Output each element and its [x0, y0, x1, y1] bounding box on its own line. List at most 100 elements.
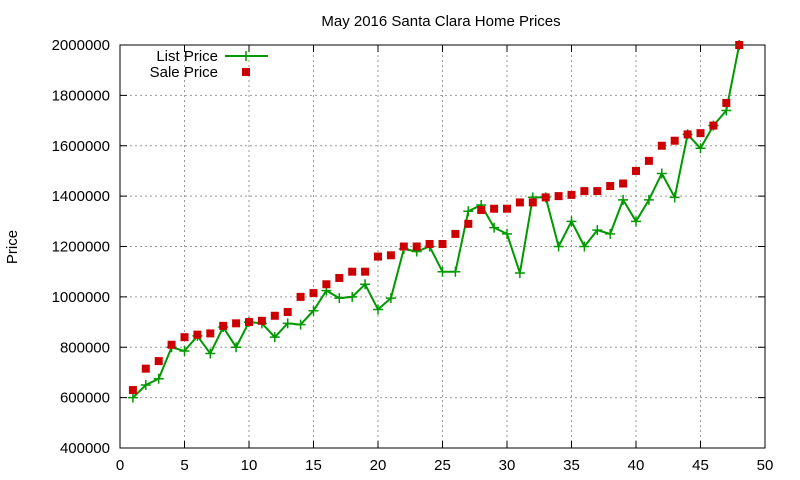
list-price-point: [450, 266, 461, 277]
list-price-point: [553, 241, 564, 252]
sale-price-point: [374, 252, 382, 261]
x-tick-label: 25: [434, 457, 451, 474]
sale-price-point: [619, 179, 628, 188]
series-sale-price: [128, 41, 744, 395]
y-tick-label: 800000: [60, 339, 110, 356]
sale-price-point: [309, 289, 318, 298]
y-tick-label: 2000000: [52, 37, 110, 54]
list-price-point: [308, 305, 319, 316]
list-price-point: [502, 228, 512, 239]
sale-price-point: [335, 273, 344, 282]
sale-price-point: [490, 204, 499, 213]
y-tick-label: 600000: [60, 390, 110, 407]
list-price-point: [334, 293, 345, 304]
sale-price-point: [361, 267, 370, 276]
sale-price-point: [593, 187, 602, 196]
sale-price-point: [735, 41, 744, 49]
list-price-point: [373, 304, 383, 315]
x-tick-label: 15: [305, 457, 322, 474]
sale-price-point: [438, 239, 447, 248]
sale-price-point: [606, 182, 615, 191]
sale-price-point: [567, 190, 576, 199]
sale-price-point: [554, 192, 563, 201]
legend-label-sale-price: Sale Price: [150, 64, 218, 81]
list-price-point: [205, 348, 216, 359]
list-price-point: [269, 332, 280, 343]
x-tick-label: 20: [370, 457, 387, 474]
sale-price-point: [451, 229, 460, 238]
data-series: [127, 40, 745, 403]
list-price-point: [618, 194, 629, 205]
list-price-point: [579, 241, 590, 252]
sale-price-point: [670, 136, 679, 145]
sale-price-point: [219, 321, 228, 330]
list-price-point: [179, 346, 190, 357]
legend: List Price Sale Price: [150, 48, 268, 81]
list-price-point: [231, 342, 242, 353]
list-price-point: [360, 279, 371, 290]
sale-price-point: [580, 187, 589, 196]
y-axis-tick-labels: 400000 600000 800000 1000000 1200000 1400000 1…: [52, 37, 110, 457]
list-price-point: [514, 267, 525, 278]
list-price-point: [127, 392, 138, 403]
sale-price-point: [296, 292, 305, 301]
x-axis-tick-labels: 0 5 10 15 20 25 30 35 40 45 50: [116, 457, 774, 474]
x-tick-label: 45: [692, 457, 709, 474]
sale-price-point: [541, 193, 550, 202]
list-price-point: [347, 291, 358, 302]
sale-price-point: [386, 251, 395, 260]
list-price-point: [605, 228, 616, 239]
list-price-point: [669, 192, 680, 203]
list-price-point: [385, 293, 396, 304]
sale-price-point: [528, 198, 537, 207]
sale-price-point: [270, 311, 279, 320]
list-price-point: [140, 380, 151, 391]
sale-price-point: [632, 166, 640, 175]
sale-price-point: [128, 386, 137, 395]
sale-price-point: [232, 319, 241, 328]
sale-price-point: [464, 219, 473, 228]
sale-price-point: [515, 198, 524, 207]
sale-price-point: [348, 267, 357, 276]
legend-marker-sale-price: [242, 68, 250, 76]
sale-price-point: [709, 121, 718, 130]
y-axis-label: Price: [4, 230, 21, 264]
list-price-point: [295, 319, 306, 330]
list-price-point: [566, 216, 577, 227]
y-tick-label: 1200000: [52, 239, 110, 256]
list-price-point: [463, 206, 474, 217]
chart-title: May 2016 Santa Clara Home Prices: [321, 13, 560, 30]
sale-price-point: [683, 130, 692, 139]
sale-price-point: [193, 330, 202, 339]
series-list-price: [127, 40, 745, 403]
list-price-point: [656, 168, 667, 179]
sale-price-point: [245, 318, 253, 327]
x-tick-label: 0: [116, 457, 124, 474]
sale-price-point: [167, 340, 176, 349]
grid-lines: [120, 45, 765, 448]
list-price-line: [132, 44, 741, 399]
x-tick-label: 5: [180, 457, 188, 474]
sale-price-point: [141, 364, 150, 373]
list-price-point: [437, 266, 448, 277]
list-price-point: [631, 216, 641, 227]
list-price-point: [643, 194, 654, 205]
sale-price-point: [657, 141, 666, 150]
x-tick-label: 40: [628, 457, 645, 474]
sale-price-point: [154, 357, 163, 366]
list-price-point: [592, 225, 603, 236]
x-tick-label: 35: [563, 457, 580, 474]
sale-price-point: [322, 280, 331, 289]
sale-price-point: [644, 156, 653, 165]
sale-price-point: [477, 205, 486, 214]
sale-price-point: [257, 316, 266, 325]
sale-price-point: [696, 129, 705, 138]
y-tick-label: 1000000: [52, 289, 110, 306]
list-price-point: [695, 143, 706, 154]
sale-price-point: [283, 307, 292, 316]
sale-price-point: [180, 333, 189, 342]
x-tick-label: 30: [499, 457, 516, 474]
y-tick-label: 400000: [60, 440, 110, 457]
axis-ticks: [119, 44, 766, 449]
